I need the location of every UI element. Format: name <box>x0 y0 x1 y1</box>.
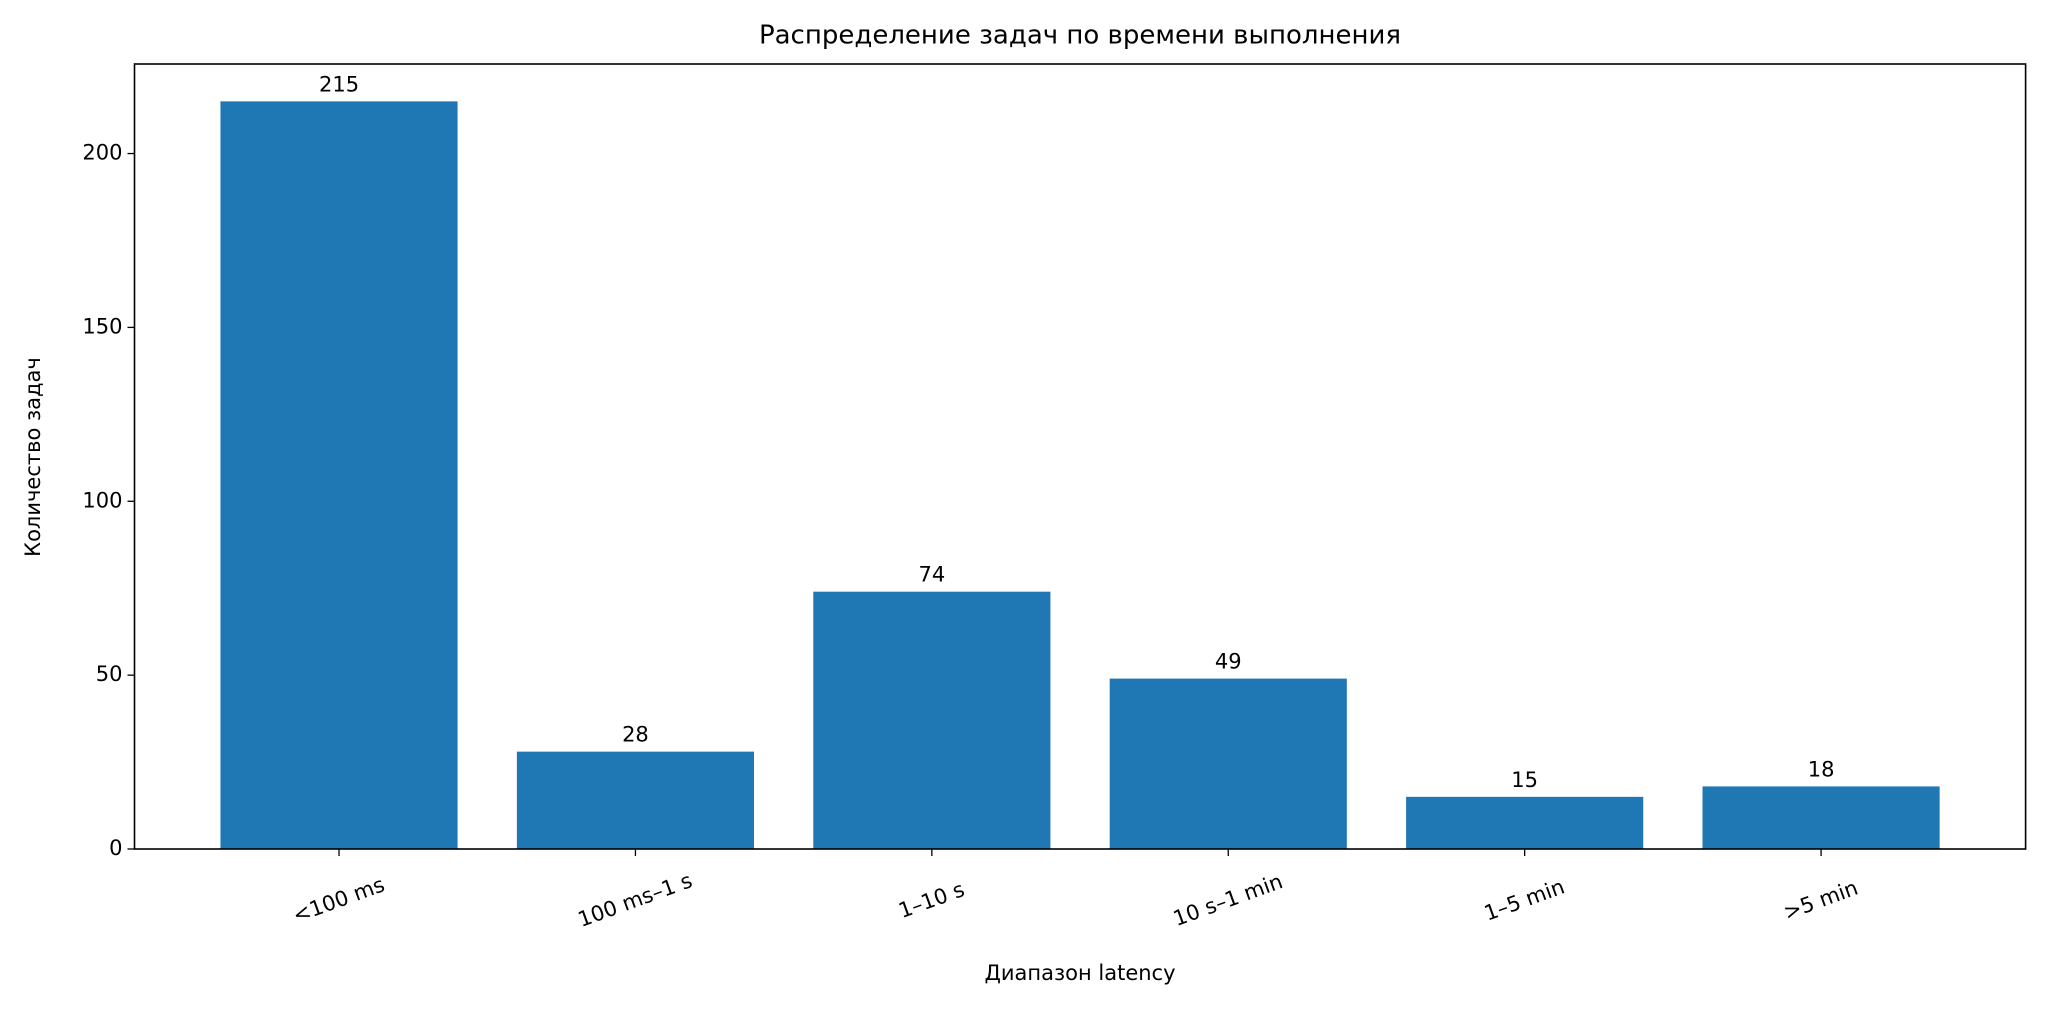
y-tick-label: 100 <box>82 488 122 512</box>
x-tick-label: 10 s–1 min <box>1170 869 1286 931</box>
value-label: 15 <box>1511 768 1538 792</box>
y-axis-label: Количество задач <box>21 357 45 557</box>
plot-frame <box>133 63 2027 850</box>
value-label: 28 <box>622 723 649 747</box>
x-tick-label: 1–5 min <box>1481 875 1568 926</box>
y-tick-label: 50 <box>96 662 123 686</box>
bar <box>1109 678 1347 849</box>
bar <box>220 101 458 849</box>
value-label: 18 <box>1808 757 1835 781</box>
bar <box>813 591 1051 849</box>
bar <box>1406 796 1644 849</box>
x-tick-label: <100 ms <box>290 872 388 927</box>
value-label: 49 <box>1215 650 1242 674</box>
x-axis-label: Диапазон latency <box>984 961 1175 985</box>
x-tick-label: 1–10 s <box>895 877 967 923</box>
y-tick-label: 0 <box>109 836 122 860</box>
value-label: 215 <box>319 72 359 96</box>
bar <box>516 751 754 849</box>
x-tick-label: >5 min <box>1780 876 1861 925</box>
y-tick-label: 200 <box>82 141 122 165</box>
value-label: 74 <box>918 563 945 587</box>
bar <box>1702 786 1940 849</box>
chart-title: Распределение задач по времени выполнени… <box>759 21 1401 51</box>
x-tick-label: 100 ms–1 s <box>575 868 696 931</box>
y-tick-label: 150 <box>82 314 122 338</box>
